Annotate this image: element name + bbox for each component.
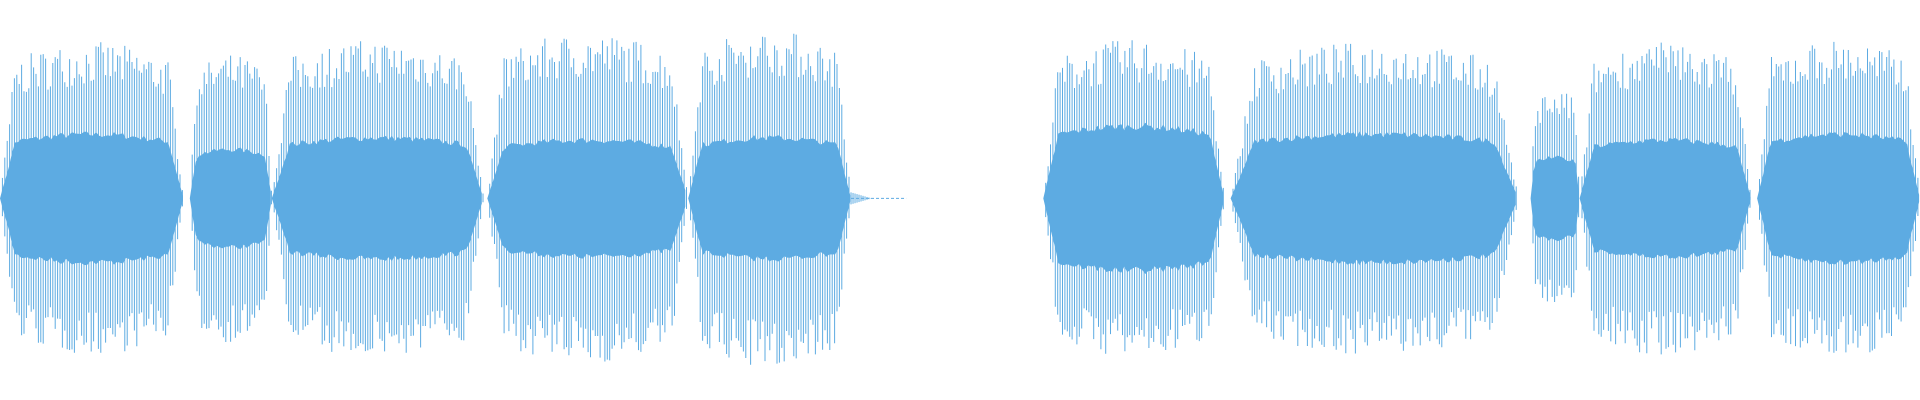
waveform-core [0,131,183,266]
waveform-core [1579,137,1751,259]
waveform-core [688,135,851,262]
waveform-core [1757,132,1920,265]
waveform-core [1230,131,1516,266]
waveform-core [1530,155,1579,242]
waveform-core [1043,122,1224,274]
waveform-core [271,135,482,262]
waveform-core [487,138,686,259]
waveform-core [189,147,271,250]
